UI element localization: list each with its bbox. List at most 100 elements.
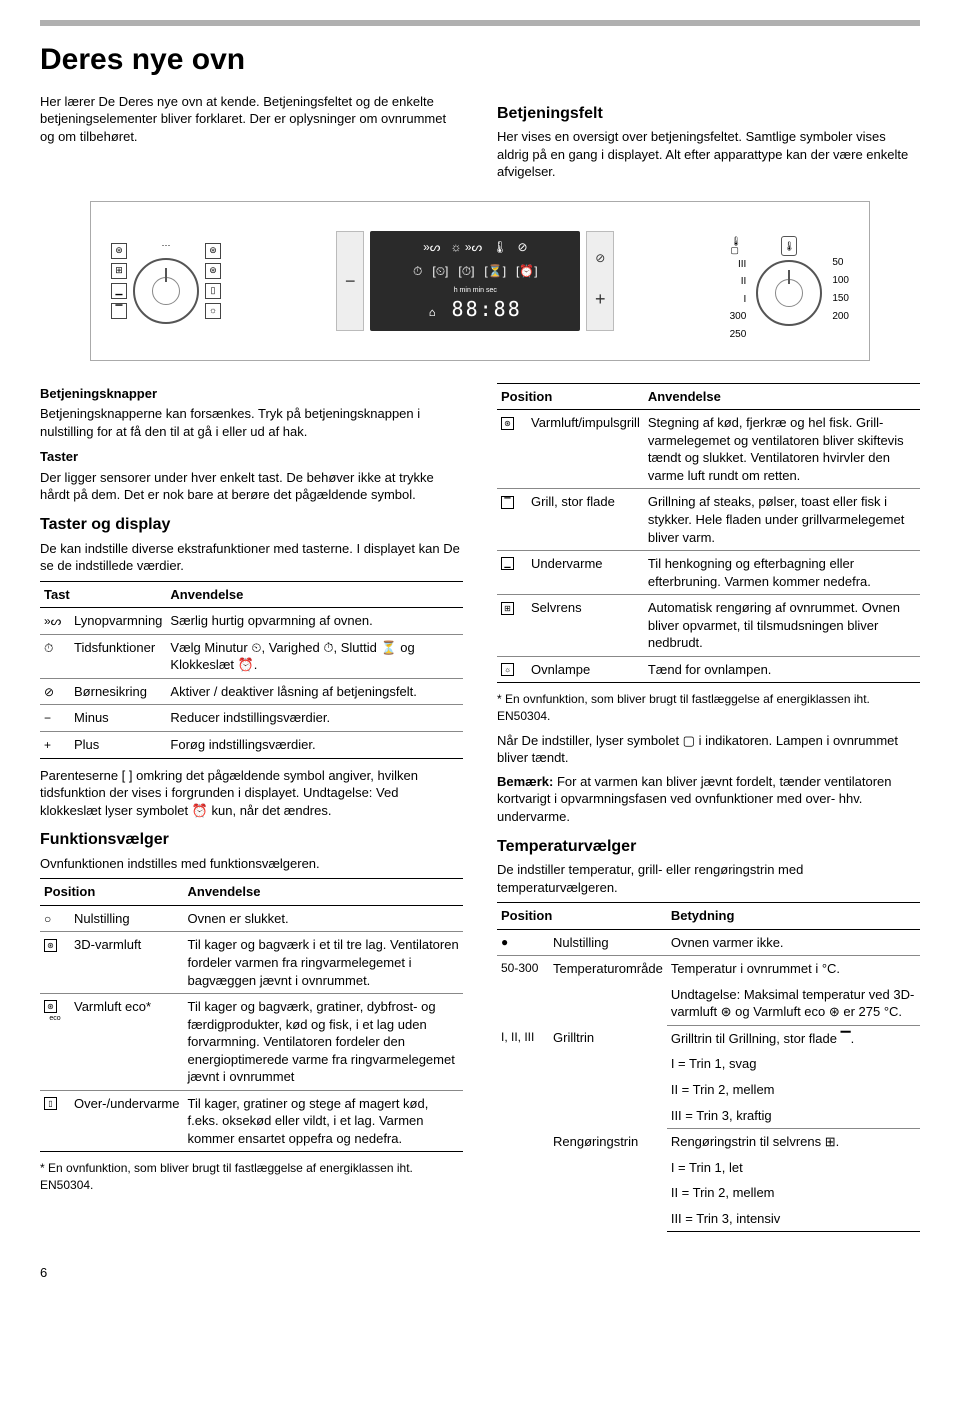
table-row: 50-300TemperaturområdeTemperatur i ovnru… [497,956,920,982]
table-row: I, II, IIIGrilltrinGrilltrin til Grillni… [497,1025,920,1051]
row-line: III = Trin 3, kraftig [667,1103,920,1129]
row-use: Forøg indstillingsværdier. [166,731,463,758]
table-row: RengøringstrinRengøringstrin til selvren… [497,1129,920,1155]
clock-icon-1: ⏱ [413,263,422,279]
knapper-text: Betjeningsknapperne kan forsænkes. Tryk … [40,405,463,440]
funktions-heading: Funktionsvælger [40,829,463,851]
display-group: − »ᔕ ☼ »ᔕ 🌡 ⊘ ⏱ [⏲] [⏱] [⏳] [⏰] h min mi… [336,231,614,331]
row-icon: »ᔕ [44,613,61,629]
bemaerk-text: For at varmen kan bliver jævnt fordelt, … [497,774,892,824]
row-icon: ⊛ [44,1000,57,1013]
funktions2-after1: Når De indstiller, lyser symbolet ▢ i in… [497,732,920,767]
row-use: Grilltrin til Grillning, stor flade ▔. [667,1025,920,1051]
row-name: Temperaturområde [549,956,667,1026]
temp-labels-right: 50 100 150 200 [832,238,849,324]
funktions2-footnote: * En ovnfunktion, som bliver brugt til f… [497,691,920,723]
funktions2-col2: Anvendelse [644,383,920,410]
temperature-knob [756,260,822,326]
row-use: Grillning af steaks, pølser, toast eller… [644,489,920,551]
row-name: Lynopvarmning [70,608,166,635]
table-row: ⊞SelvrensAutomatisk rengøring af ovnrumm… [497,595,920,657]
row-name: Plus [70,731,166,758]
digits-text: 88:88 [452,297,522,321]
row-icon: ▯ [44,1097,57,1110]
lock-small-icon: ⊘ [517,239,527,255]
table-row: ⊘ BørnesikringAktiver / deaktiver låsning… [40,678,463,705]
row-icon: ⏱ [44,640,53,656]
page-number: 6 [40,1264,920,1282]
table-row: ▔ Grill, stor fladeGrillning af steaks, p… [497,489,920,551]
table-row: ⏱TidsfunktionerVælg Minutur ⏲, Varighed … [40,634,463,678]
row-icon: + [44,737,51,753]
plus-button: ⊘ + [586,231,614,331]
row-use: Til henkogning og efterbagning eller eft… [644,551,920,595]
thermometer-icon: 🌡 [781,236,797,256]
left-column: Betjeningsknapper Betjeningsknapperne ka… [40,377,463,1241]
main-content: Betjeningsknapper Betjeningsknapperne ka… [40,377,920,1241]
temperature-selector-group: 🌡▢ III II I 300 250 🌡 50 100 150 200 [730,236,849,326]
row-name: Grill, stor flade [527,489,644,551]
row-use: Temperatur i ovnrummet i °C. [667,956,920,982]
sym-grill-icon: ▔ [111,303,127,319]
therm-small-icon: 🌡 [492,239,507,255]
row-name: Nulstilling [549,929,667,956]
row-line: II = Trin 2, mellem [667,1077,920,1103]
row-line: III = Trin 3, intensiv [667,1206,920,1232]
row-icon: − [44,710,51,726]
row-name: Undervarme [527,551,644,595]
funktions-text: Ovnfunktionen indstilles med funktionsvæ… [40,855,463,873]
row-use: Til kager og bagværk i et til tre lag. V… [183,932,463,994]
taster-note: Parenteserne [ ] omkring det pågældende … [40,767,463,820]
panel-heading: Betjeningsfelt [497,103,920,125]
row-name: Nulstilling [70,905,183,932]
table-row: ☼OvnlampeTænd for ovnlampen. [497,656,920,683]
temp-l3: 300 [730,310,747,324]
row-name: Rengøringstrin [549,1129,667,1232]
taster-display-text: De kan indstille diverse ekstrafunktione… [40,540,463,575]
display-sublabels: h min min sec [380,286,570,295]
row-use: Aktiver / deaktiver låsning af betjening… [166,678,463,705]
taster-col2: Anvendelse [166,581,463,608]
row-name: Grilltrin [549,1025,667,1128]
row-line: I = Trin 1, let [667,1155,920,1181]
taster-table: Tast Anvendelse »ᔕLynopvarmningSærlig hu… [40,581,463,759]
sym-lamp-icon: ☼ [205,303,221,319]
tempv-text: De indstiller temperatur, grill- eller r… [497,861,920,896]
display-digits: ⌂ 88:88 [380,296,570,323]
table-row: ⊛Varmluft/impulsgrillStegning af kød, fj… [497,410,920,489]
table-row: ●NulstillingOvnen varmer ikke. [497,929,920,956]
tempv-heading: Temperaturvælger [497,836,920,858]
sym-grid-icon: ⊞ [111,263,127,279]
row-icon: ▔ [501,496,514,509]
taster-display-heading: Taster og display [40,514,463,536]
taster-text: Der ligger sensorer under hver enkelt ta… [40,469,463,504]
temp-r0: 50 [832,256,843,270]
light-heat-icon: ☼ »ᔕ [450,239,482,255]
table-row: + PlusForøg indstillingsværdier. [40,731,463,758]
sym-topbottom-icon: ▯ [205,283,221,299]
row-icon: ○ [44,911,51,927]
funktions-footnote: * En ovnfunktion, som bliver brugt til f… [40,1160,463,1192]
row-name: Ovnlampe [527,656,644,683]
funktions-col2: Anvendelse [183,879,463,906]
row-use: Tænd for ovnlampen. [644,656,920,683]
row-icon: ⊞ [501,602,514,615]
table-row: ▁UndervarmeTil henkogning og efterbagnin… [497,551,920,595]
temp-r1: 100 [832,274,849,288]
sym-eco-icon: ⊛ [205,263,221,279]
row-name: Varmluft eco* [70,994,183,1091]
sym-dots-icon: ⋯ [158,238,174,254]
row-icon: ⊘ [44,684,54,700]
sym-3d-hotair-icon: ⊛ [111,243,127,259]
row-name: Selvrens [527,595,644,657]
funktions2-table: Position Anvendelse ⊛Varmluft/impulsgril… [497,383,920,684]
display-top-row: »ᔕ ☼ »ᔕ 🌡 ⊘ [380,239,570,255]
clock-icon-4: [⏳] [484,263,506,279]
page-title: Deres nye ovn [40,40,920,81]
funktions2-after2: Bemærk: For at varmen kan bliver jævnt f… [497,773,920,826]
display-mid-row: ⏱ [⏲] [⏱] [⏳] [⏰] [380,263,570,279]
control-panel-diagram: ⊛ ⊞ ▁ ▔ ⋯ ⊛ ⊛ ▯ ☼ − »ᔕ ☼ »ᔕ 🌡 ⊘ ⏱ [90,201,870,361]
row-name: Børnesikring [70,678,166,705]
top-divider [40,20,920,26]
row-use: Til kager og bagværk, gratiner, dybfrost… [183,994,463,1091]
